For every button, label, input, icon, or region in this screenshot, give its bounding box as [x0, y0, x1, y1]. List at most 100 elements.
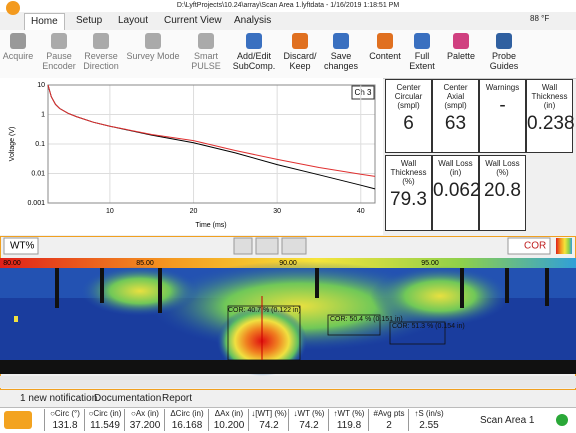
ribbon-button[interactable]: Discard/Keep: [282, 32, 318, 76]
zoom-tool[interactable]: [4, 411, 32, 429]
ribbon-button[interactable]: Smart PULSE: [188, 32, 224, 76]
tab[interactable]: Setup: [76, 15, 103, 26]
ribbon-button[interactable]: Pause Encoder: [38, 32, 80, 76]
label-line: (in): [449, 168, 462, 177]
x-tick-label: 10: [106, 208, 114, 215]
button-label: Extent: [409, 61, 435, 71]
measurement: ○Circ (°) 131.8: [44, 409, 85, 431]
label-line: (%): [402, 177, 415, 186]
measurement-value: 131.8: [52, 420, 78, 431]
ribbon-button[interactable]: Probe Guides: [482, 32, 526, 76]
heatmap-region: [370, 266, 510, 326]
measurement: ↑WT (%) 119.8: [328, 409, 369, 431]
scan-view: WT% COR 80.00 85.00 90.00 95.00 COR: 40.7 % …: [0, 236, 576, 390]
title-bar: [0, 0, 576, 12]
measurement-header: ↑S (in/s): [414, 409, 444, 418]
measurement-value: 119.8: [336, 420, 362, 431]
annotation: COR: 40.7 % (0.122 in): [228, 307, 301, 314]
tab[interactable]: Current View: [164, 15, 222, 26]
measurement-value: 10.200: [213, 420, 245, 431]
temperature: 88 °F: [530, 14, 550, 23]
channel-box: [351, 85, 375, 100]
ribbon-button[interactable]: Acquire: [0, 32, 36, 76]
readout-panel: Center Circular (smpl) 6 Center Axial (smpl) 63…: [385, 79, 576, 233]
button-label: Encoder: [42, 61, 76, 71]
readout-label: Wall Thickness (in): [527, 83, 572, 110]
scrollbar[interactable]: [0, 376, 576, 388]
readout-cell: Wall Loss (in) 0.062: [432, 155, 481, 231]
measurement: ○Circ (in) 11.549: [84, 409, 125, 431]
button-label: PULSE: [191, 61, 221, 71]
button-icon: [453, 33, 469, 49]
measurement-header: ○Ax (in): [131, 409, 159, 418]
button-icon: [51, 33, 67, 49]
status-link[interactable]: Report: [162, 393, 193, 404]
readout-cell: Warnings -: [479, 79, 526, 153]
tool-button[interactable]: [281, 237, 307, 255]
ribbon-button[interactable]: Add/Edit SubComp.: [228, 32, 280, 76]
button-icon: [333, 33, 349, 49]
label-line: (%): [496, 168, 509, 177]
readout-label: Wall Loss (in): [433, 159, 478, 177]
button-label: SubComp.: [232, 61, 276, 71]
measurement-value: 74.2: [259, 420, 279, 431]
tab[interactable]: Layout: [118, 15, 149, 26]
button-icon: [246, 33, 262, 49]
view-dropdown[interactable]: [3, 237, 39, 255]
tab[interactable]: Home: [24, 13, 65, 30]
readout-value: 0.062: [433, 180, 481, 201]
button-label: Survey Mode: [126, 51, 180, 61]
measurement: ΔCirc (in) 16.168: [164, 409, 209, 431]
button-label: Discard/: [283, 51, 317, 61]
measurement-value: 2.55: [419, 420, 439, 431]
measurement-header: ○Circ (°): [50, 409, 80, 418]
x-tick-label: 20: [190, 208, 198, 215]
ribbon-button[interactable]: Full Extent: [404, 32, 440, 76]
button-label: Smart: [193, 51, 218, 61]
measurement-header: ΔCirc (in): [170, 409, 204, 418]
label-line: (smpl): [444, 101, 467, 110]
ribbon-button[interactable]: Reverse Direction: [80, 32, 122, 76]
measurement: ○Ax (in) 37.200: [124, 409, 165, 431]
next-area[interactable]: [556, 414, 568, 426]
ribbon-button[interactable]: Content: [366, 32, 404, 76]
ribbon-button[interactable]: Survey Mode: [124, 32, 182, 76]
measurement-header: ΔAx (in): [214, 409, 244, 418]
y-tick-label: 10: [37, 82, 45, 89]
y-tick-label: 0.001: [27, 200, 45, 207]
scan-area-name: Scan Area 1: [480, 415, 535, 426]
label-line: Thickness: [531, 92, 568, 101]
tab[interactable]: Analysis: [234, 15, 272, 26]
readout-label: Center Circular (smpl): [386, 83, 431, 110]
ribbon-button[interactable]: Palette: [442, 32, 480, 76]
heatmap-edge: [0, 360, 576, 374]
readout-value: 0.238: [527, 113, 575, 134]
label-line: Wall: [400, 159, 417, 168]
measurement-header: ○Circ (in): [88, 409, 122, 418]
label-line: Thickness: [390, 168, 427, 177]
tool-button[interactable]: [233, 237, 253, 255]
app-icon[interactable]: [6, 1, 20, 15]
button-label: Reverse: [84, 51, 118, 61]
label-line: Circular: [394, 92, 423, 101]
button-label: Palette: [446, 51, 476, 61]
palette-icon[interactable]: [556, 238, 572, 254]
button-label: Keep: [289, 61, 311, 71]
readout-cell: Wall Thickness (%) 79.3: [385, 155, 432, 231]
mode-dropdown[interactable]: [507, 237, 551, 255]
button-label: Content: [369, 51, 401, 61]
button-label: Add/Edit: [236, 51, 272, 61]
tool-button[interactable]: [255, 237, 279, 255]
button-icon: [10, 33, 26, 49]
label-line: Center: [396, 83, 421, 92]
measurement: ΔAx (in) 10.200: [208, 409, 249, 431]
readout-value: 6: [403, 113, 414, 134]
y-tick-label: 0.1: [35, 141, 45, 148]
ribbon-button[interactable]: Save changes: [320, 32, 362, 76]
readout-label: Warnings: [480, 83, 525, 92]
label-line: Wall Loss: [438, 159, 473, 168]
status-link[interactable]: Documentation: [94, 393, 162, 404]
button-icon: [292, 33, 308, 49]
readout-value: 63: [444, 113, 467, 134]
